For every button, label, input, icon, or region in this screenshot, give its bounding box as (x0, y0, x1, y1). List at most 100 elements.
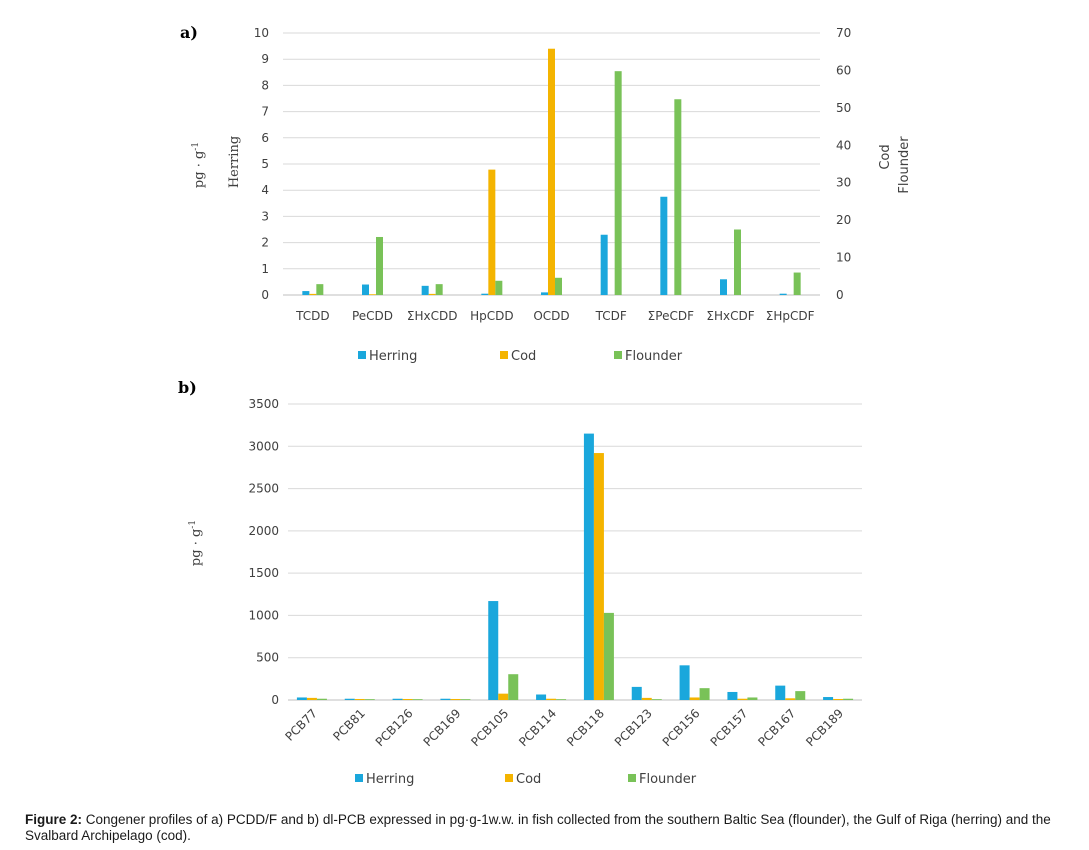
legend-b-cod-label: Cod (516, 772, 541, 787)
panel-a-right-tick-label: 20 (836, 213, 851, 227)
panel-a-bar-cod-5 (548, 48, 555, 295)
panel-b-bar-cod-5 (498, 693, 509, 700)
panel-b-bar-herring-2 (344, 698, 355, 700)
legend-a-cod-label: Cod (511, 349, 536, 364)
panel-b-bar-cod-10 (737, 698, 748, 700)
panel-a-bar-herring-4 (481, 293, 489, 295)
panel-a-category-label: PeCDD (352, 309, 393, 323)
panel-b-bar-herring-9 (679, 665, 690, 700)
panel-b-bar-cod-12 (833, 698, 844, 700)
panel-b-bar-herring-3 (392, 698, 403, 700)
panel-b-category-label: PCB156 (660, 706, 703, 749)
figure-caption: Figure 2: Congener profiles of a) PCDD/F… (25, 812, 1087, 844)
panel-b-category-label: PCB123 (612, 706, 655, 749)
panel-a-left-tick-label: 8 (261, 78, 269, 92)
panel-b-tick-label: 1000 (248, 608, 279, 622)
legend-b-herring-label: Herring (366, 772, 414, 787)
panel-a-left-axis-series-label: Herring (227, 136, 242, 188)
legend-a-flounder-label: Flounder (625, 349, 683, 364)
panel-b-tick-label: 3500 (248, 397, 279, 411)
panel-b-bar-flounder-1 (316, 698, 327, 700)
panel-a-bar-herring-1 (302, 291, 310, 295)
panel-b-category-label: PCB189 (803, 706, 846, 749)
panel-a-category-label: ΣHxCDD (407, 309, 458, 323)
panel-b-bar-herring-1 (296, 697, 307, 700)
panel-b-axis-title: pg · g-1 (188, 520, 204, 566)
legend-b-flounder-swatch (628, 774, 636, 782)
panel-a-category-label: TCDD (295, 309, 330, 323)
panel-a-bar-herring-8 (720, 279, 727, 295)
panel-b-bar-flounder-6 (556, 699, 567, 700)
panel-a-bar-herring-5 (541, 292, 548, 295)
panel-b-category-label: PCB157 (708, 706, 751, 749)
panel-b-bar-herring-5 (488, 601, 499, 700)
panel-b-bar-flounder-7 (603, 612, 614, 700)
panel-b-tick-label: 500 (256, 651, 279, 665)
panel-a-right-tick-label: 0 (836, 288, 844, 302)
panel-b-bar-flounder-2 (364, 699, 375, 700)
panel-b-bar-herring-10 (727, 691, 738, 700)
panel-a-left-tick-label: 2 (261, 236, 269, 250)
panel-b-bar-flounder-5 (508, 674, 519, 700)
panel-a-bar-flounder-8 (734, 229, 741, 295)
legend-b-flounder-label: Flounder (639, 772, 697, 787)
panel-a: a) 0 1 2 3 4 5 6 7 8 9 10 0 10 20 30 40 50 60 70 TCDD PeCD… (180, 23, 912, 364)
panel-a-right-axis-label-flounder: Flounder (897, 136, 912, 194)
panel-b-category-label: PCB118 (564, 706, 607, 749)
legend-a-flounder-swatch (614, 351, 622, 359)
panel-a-right-tick-label: 30 (836, 176, 851, 190)
panel-b-tick-label: 1500 (248, 566, 279, 580)
panel-b-label: b) (178, 378, 197, 397)
panel-b-bar-cod-6 (546, 698, 557, 700)
panel-a-bar-herring-9 (779, 293, 787, 295)
panel-b-axis-ticks: 0 500 1000 1500 2000 2500 3000 3500 (248, 397, 279, 707)
panel-b-bar-flounder-3 (412, 699, 423, 700)
legend-a-herring-swatch (358, 351, 366, 359)
panel-b-bar-herring-12 (823, 697, 834, 700)
panel-a-category-label: TCDF (595, 309, 627, 323)
panel-a-left-tick-label: 7 (261, 105, 269, 119)
panel-a-bar-flounder-5 (555, 277, 562, 295)
panel-b-bar-cod-7 (593, 453, 604, 700)
panel-a-left-tick-label: 5 (261, 157, 269, 171)
panel-a-bar-cod-4 (488, 169, 496, 295)
panel-b-bar-herring-4 (440, 698, 451, 700)
panel-a-right-tick-label: 60 (836, 63, 851, 77)
panel-b-category-label: PCB167 (755, 706, 798, 749)
panel-a-bar-herring-3 (421, 285, 429, 295)
panel-b-bar-cod-9 (689, 697, 700, 700)
panel-b-bar-cod-2 (354, 698, 365, 700)
panel-b-tick-label: 2000 (248, 524, 279, 538)
caption-text: Congener profiles of a) PCDD/F and b) dl… (25, 812, 1051, 843)
panel-b-bar-herring-7 (583, 433, 594, 700)
panel-a-bar-flounder-9 (793, 272, 801, 295)
panel-a-label: a) (180, 23, 198, 42)
panel-a-bar-herring-2 (362, 284, 369, 295)
legend-b-cod-swatch (505, 774, 513, 782)
panel-a-bars (302, 48, 801, 296)
panel-a-bar-flounder-1 (316, 284, 324, 295)
panel-b-bars (296, 433, 854, 700)
panel-b-tick-label: 0 (271, 693, 279, 707)
panel-a-bar-flounder-3 (435, 284, 443, 295)
legend-a-herring-label: Herring (369, 349, 417, 364)
panel-a-left-tick-label: 6 (261, 131, 269, 145)
panel-a-bar-cod-2 (369, 294, 376, 295)
panel-a-bar-herring-7 (660, 196, 668, 295)
panel-b-bar-herring-6 (536, 694, 547, 700)
panel-a-bar-flounder-2 (376, 236, 383, 295)
panel-a-category-label: OCDD (533, 309, 569, 323)
panel-b-bar-flounder-9 (699, 688, 710, 700)
panel-a-category-label: ΣPeCDF (648, 309, 694, 323)
panel-a-category-labels: TCDD PeCDD ΣHxCDD HpCDD OCDD TCDF ΣPeCDF ΣHxCDF… (295, 309, 815, 323)
panel-a-category-label: HpCDD (470, 309, 514, 323)
panel-a-left-tick-label: 0 (261, 288, 269, 302)
panel-b-bar-cod-11 (785, 698, 796, 700)
panel-b-tick-label: 3000 (248, 439, 279, 453)
panel-b-category-label: PCB126 (373, 706, 416, 749)
panel-a-bar-cod-3 (428, 293, 436, 295)
panel-b-bar-flounder-12 (843, 698, 854, 700)
panel-a-category-label: ΣHpCDF (766, 309, 815, 323)
figure-canvas: a) 0 1 2 3 4 5 6 7 8 9 10 0 10 20 30 40 50 60 70 TCDD PeCD… (178, 23, 912, 787)
